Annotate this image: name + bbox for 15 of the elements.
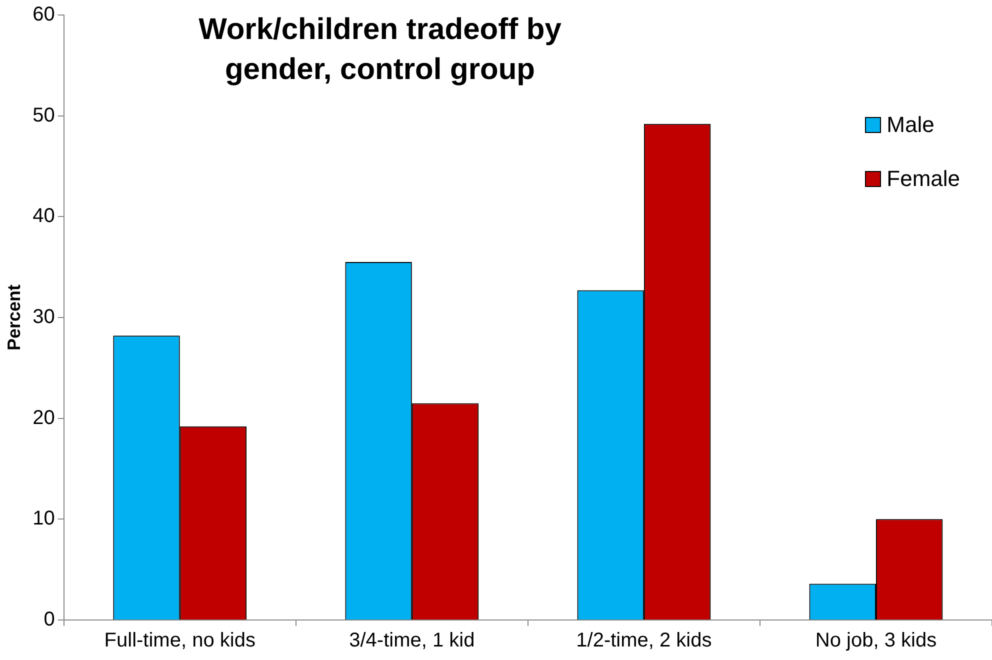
y-tick-label: 20: [32, 406, 55, 429]
y-tick-label: 50: [32, 104, 55, 126]
y-tick-label: 60: [32, 4, 55, 26]
y-tick-label: 40: [32, 205, 55, 228]
y-tick-label: 30: [32, 306, 55, 328]
legend-label: Male: [886, 112, 934, 138]
x-tick-label: No job, 3 kids: [815, 630, 937, 652]
text: Work/children tradeoff by gender, control group: [198, 12, 562, 88]
x-tick-label: 1/2-time, 2 kids: [576, 630, 712, 652]
legend-label: Female: [886, 166, 960, 192]
y-tick-label: 10: [32, 508, 55, 530]
x-tick-label: Full-time, no kids: [104, 630, 256, 652]
y-tick-label: 0: [44, 608, 55, 631]
y-axis-title: Percent: [4, 284, 24, 351]
x-tick-label: 3/4-time, 1 kid: [349, 630, 475, 652]
